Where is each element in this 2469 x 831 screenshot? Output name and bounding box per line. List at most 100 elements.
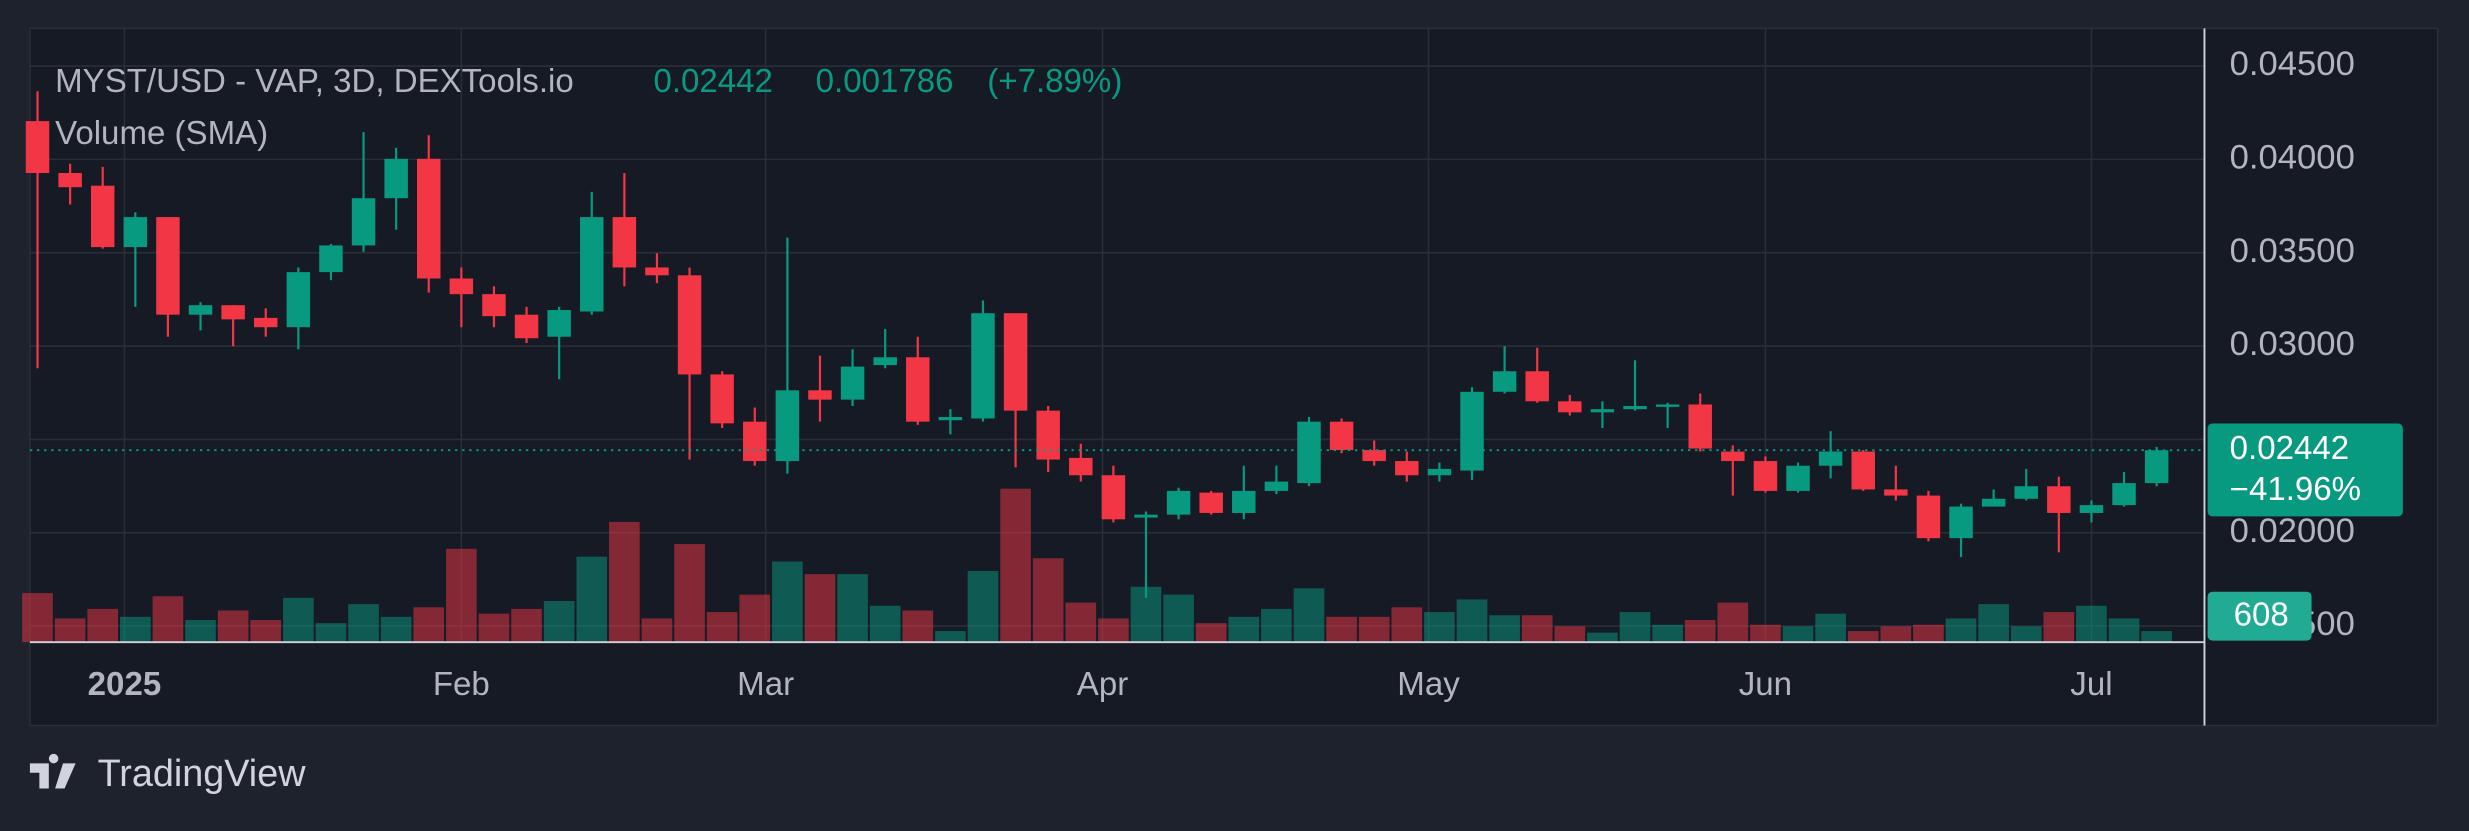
candle-body [1492,371,1517,392]
volume-bar [478,613,510,643]
candle-body [1851,451,1875,490]
volume-bar [772,561,803,643]
volume-bar [1424,612,1455,643]
volume-bar [185,619,216,643]
candle-body [90,185,115,248]
volume-badge-box [2207,591,2312,641]
y-tick-label: 0.03500 [2230,232,2355,270]
volume-bar [1652,624,1683,643]
volume-bar [804,574,836,643]
candle-body [840,366,865,400]
volume-bar [54,618,86,643]
candle-body [1362,450,1386,462]
volume-bar [1326,616,1357,643]
volume-bar [609,521,640,643]
x-tick-label: Jul [2070,666,2112,703]
price-badge-change: −41.96% [2230,471,2361,508]
x-tick-label: Jun [1739,666,1792,703]
candle-body [1101,475,1126,520]
volume-bar [1750,624,1781,643]
candle-body [1786,465,1810,491]
volume-bar [1358,616,1390,643]
candle-body [1525,371,1549,402]
candle-body [1884,489,1908,496]
candle-body [743,421,767,462]
last-price: 0.02442 [653,63,772,100]
volume-bar [511,608,542,643]
candle-body [580,217,604,312]
volume-bar [902,610,934,643]
candle-body [58,173,82,188]
candle-body [1069,457,1093,476]
candle-body [1558,401,1582,413]
candle-body [971,313,995,419]
volume-bar [348,604,379,643]
candle-body [1949,506,1973,539]
volume-bar [543,601,575,643]
volume-bar [2010,626,2042,643]
price-badge-price: 0.02442 [2230,430,2349,467]
volume-bar [1489,615,1520,643]
candle-body [1721,451,1745,462]
volume-bar [217,610,249,643]
candle-body [188,305,213,315]
candle-body [25,121,50,174]
volume-bar [120,616,151,643]
candle-body [254,317,278,328]
volume-bar [446,548,477,643]
volume-bar [1587,632,1618,643]
candle-body [2047,486,2071,513]
volume-bar [739,594,771,643]
volume-bar [1228,616,1260,643]
y-tick-label: 0.03000 [2230,325,2355,363]
plot-area: 0.015000.020000.025000.030000.035000.040… [22,28,2355,703]
volume-bar [1554,626,1586,643]
volume-bar [1000,488,1031,643]
volume-bar [1847,631,1879,643]
candle-body [1818,451,1843,466]
volume-bar [380,616,412,643]
brand-icon [29,753,76,789]
volume-bar [1032,558,1064,643]
volume-bar [315,623,347,643]
volume-bar [837,574,868,643]
volume-bar [1195,623,1227,643]
candle-body [2144,450,2169,484]
candle-body [1460,391,1484,471]
volume-bar [283,597,314,643]
volume-bar [674,544,705,643]
candle-body [710,374,734,424]
candle-body [645,267,669,276]
candle-body [1134,514,1158,518]
candle-body [2014,486,2038,499]
candle-body [1232,490,1256,513]
x-tick-label: Apr [1077,666,1128,703]
volume-bar [2076,605,2107,643]
candle-body [2079,505,2104,513]
volume-badge-value: 608 [2234,597,2289,634]
y-tick-label: 0.04000 [2230,139,2355,177]
volume-badge: 608 [2207,591,2312,641]
x-tick-label: May [1397,666,1460,703]
price-badge: 0.02442 −41.96% [2207,423,2403,517]
candle-body [1655,404,1680,407]
candle-body [906,357,930,422]
candle-body [612,217,637,268]
candle-body [808,390,832,400]
y-tick-label: 0.04500 [2230,45,2355,83]
candle-body [1297,421,1321,484]
candle-body [1395,461,1419,476]
candle-body [1036,410,1060,460]
candle-body [1753,461,1778,491]
volume-bar [22,593,53,643]
volume-bar [2141,631,2172,643]
x-tick-label: 2025 [88,666,162,703]
candle-body [514,314,539,339]
candle-body [938,416,963,421]
volume-bar [706,612,738,643]
candle-body [1981,498,2006,507]
candle-body [449,278,474,295]
candle-body [775,390,800,462]
candle-body [123,217,148,248]
